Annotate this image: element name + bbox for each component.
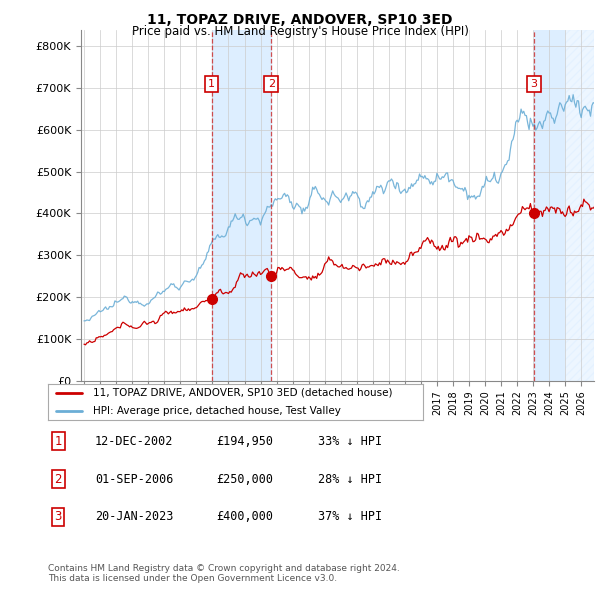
Text: 1: 1 <box>55 435 62 448</box>
Text: 37% ↓ HPI: 37% ↓ HPI <box>318 510 382 523</box>
Text: 11, TOPAZ DRIVE, ANDOVER, SP10 3ED: 11, TOPAZ DRIVE, ANDOVER, SP10 3ED <box>147 13 453 27</box>
Bar <box>212 30 271 381</box>
Text: HPI: Average price, detached house, Test Valley: HPI: Average price, detached house, Test… <box>93 406 341 416</box>
Text: 3: 3 <box>530 79 538 89</box>
Text: 1: 1 <box>208 79 215 89</box>
Text: 2: 2 <box>55 473 62 486</box>
Bar <box>534 30 563 381</box>
Text: 12-DEC-2002: 12-DEC-2002 <box>95 435 173 448</box>
Text: Price paid vs. HM Land Registry's House Price Index (HPI): Price paid vs. HM Land Registry's House … <box>131 25 469 38</box>
Text: Contains HM Land Registry data © Crown copyright and database right 2024.
This d: Contains HM Land Registry data © Crown c… <box>48 563 400 583</box>
Text: £250,000: £250,000 <box>216 473 273 486</box>
Text: 11, TOPAZ DRIVE, ANDOVER, SP10 3ED (detached house): 11, TOPAZ DRIVE, ANDOVER, SP10 3ED (deta… <box>93 388 392 398</box>
Text: 33% ↓ HPI: 33% ↓ HPI <box>318 435 382 448</box>
Text: £194,950: £194,950 <box>216 435 273 448</box>
Text: £400,000: £400,000 <box>216 510 273 523</box>
Bar <box>563 30 594 381</box>
Text: 3: 3 <box>55 510 62 523</box>
Text: 2: 2 <box>268 79 275 89</box>
Text: 01-SEP-2006: 01-SEP-2006 <box>95 473 173 486</box>
Text: 28% ↓ HPI: 28% ↓ HPI <box>318 473 382 486</box>
Text: 20-JAN-2023: 20-JAN-2023 <box>95 510 173 523</box>
